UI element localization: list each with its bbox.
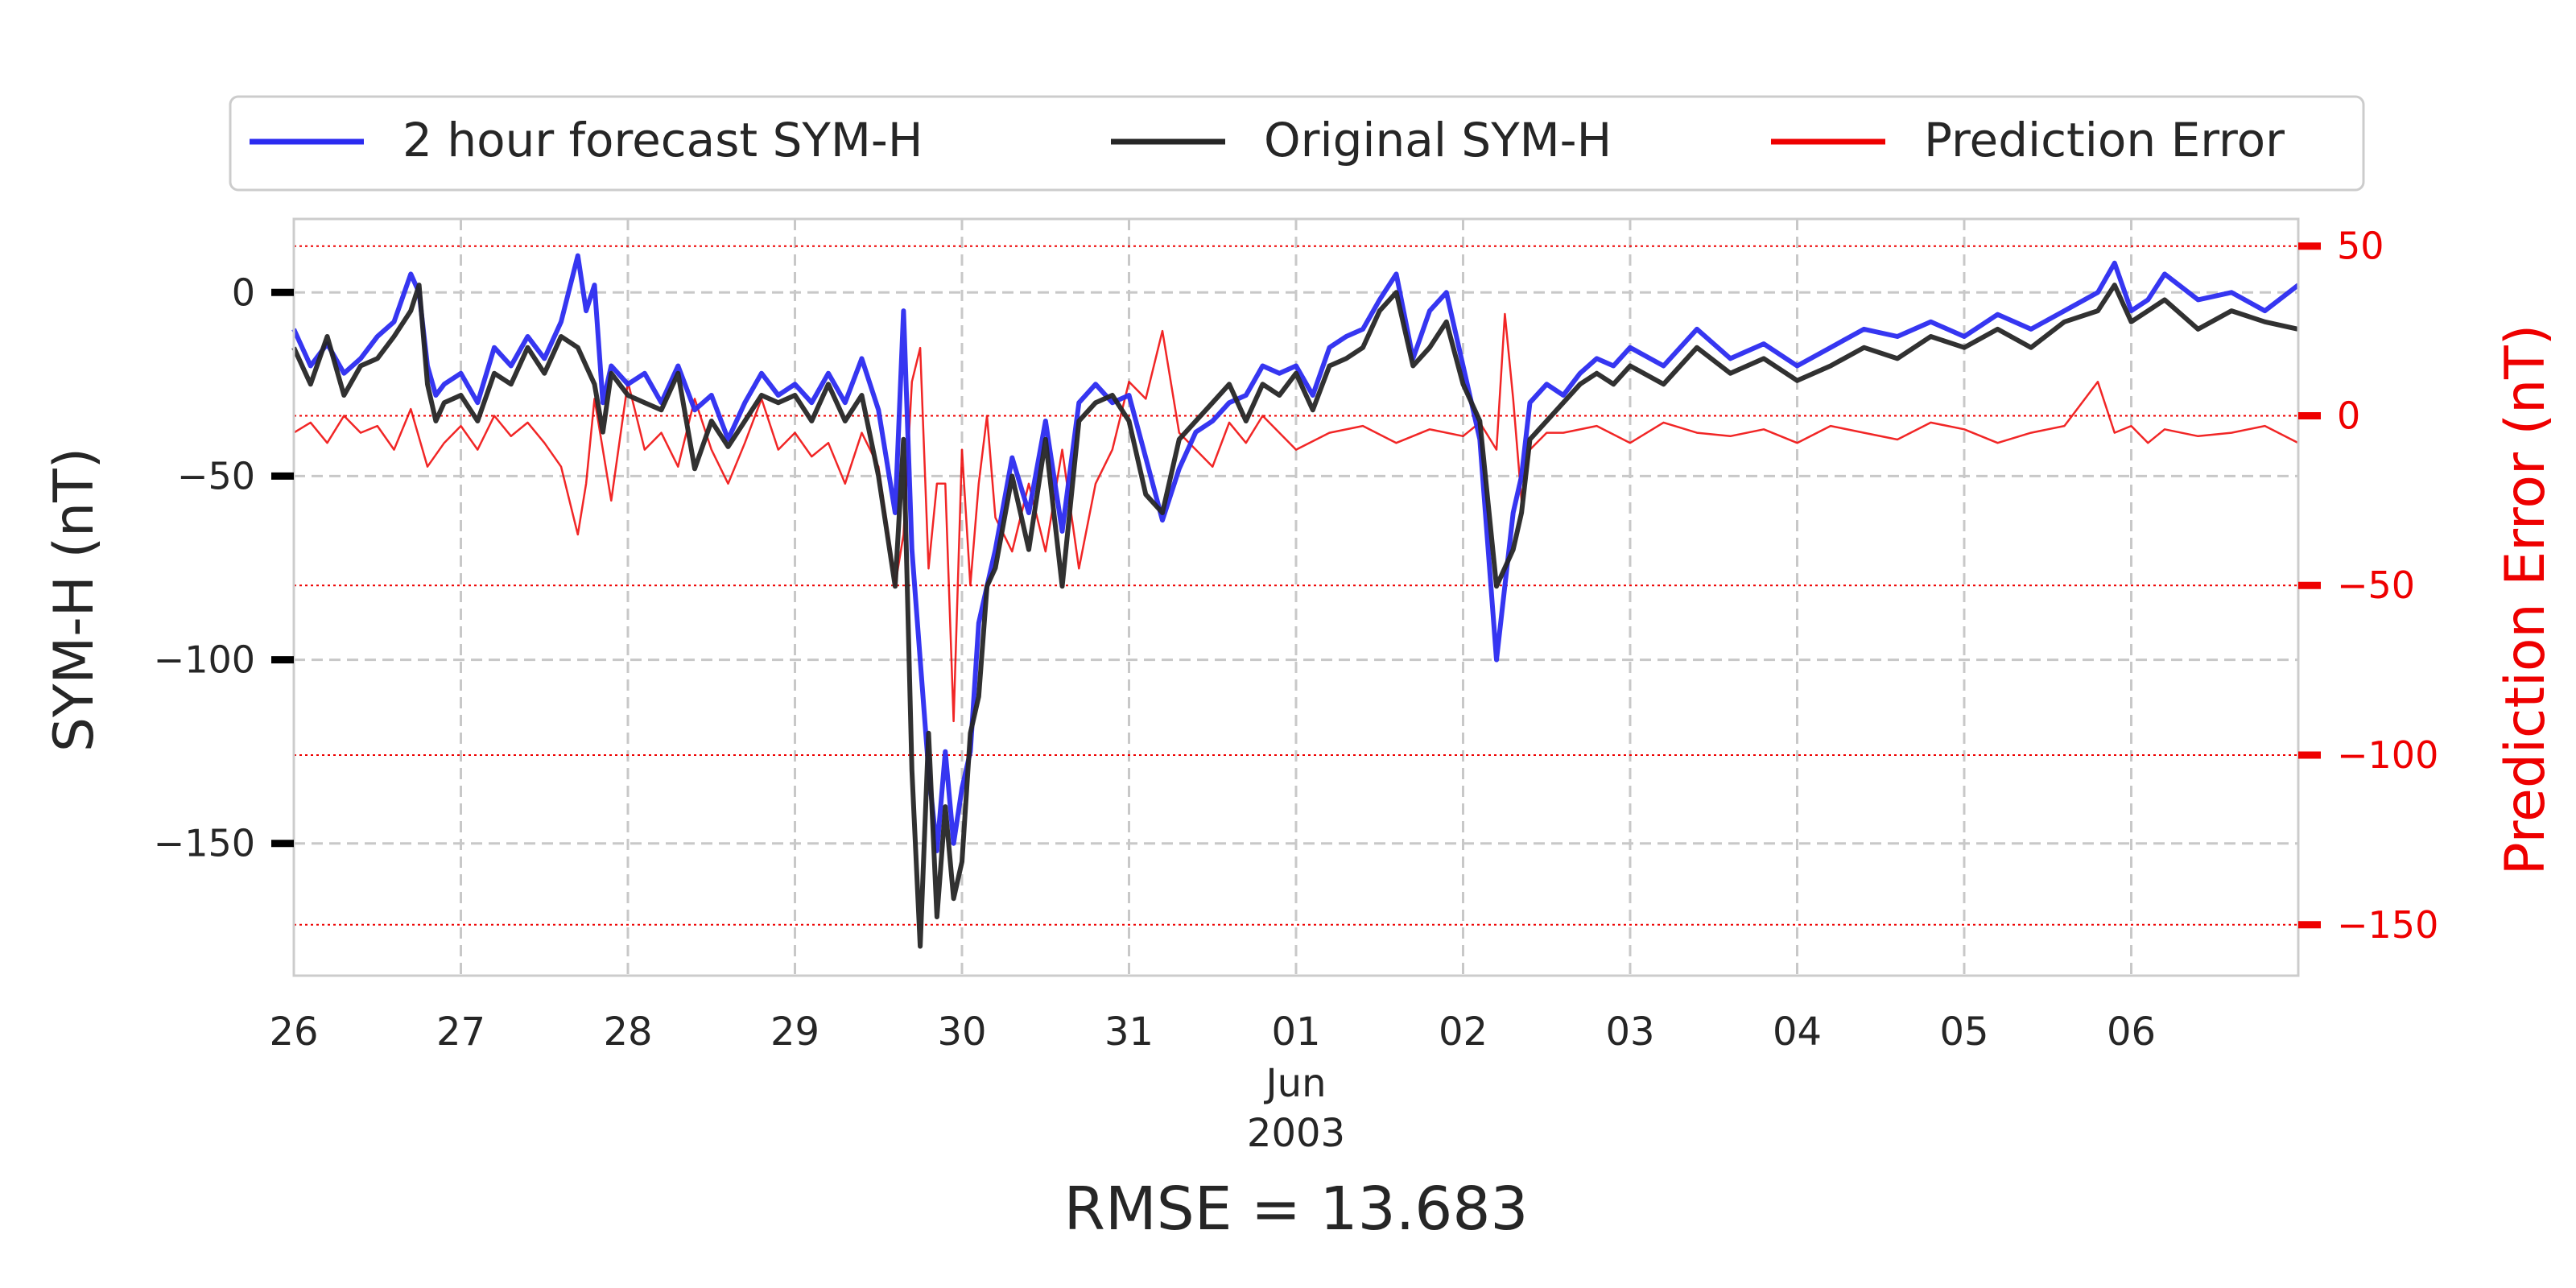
x-tick-label: 30 (937, 1009, 986, 1055)
x-axis: 26 27 28 29 30 31 01 02 03 04 05 06 (269, 1009, 2156, 1055)
y-right-tick-label: −150 (2337, 903, 2438, 947)
series-forecast-line (291, 253, 2300, 853)
y-right-tick-label: −50 (2337, 564, 2415, 607)
x-tick-label: 03 (1605, 1009, 1654, 1055)
rmse-annotation: RMSE = 13.683 (1064, 1174, 1529, 1244)
x-axis-month-label: Jun (1264, 1061, 1327, 1106)
series-error-line (293, 312, 2299, 723)
series-layer (291, 253, 2300, 949)
grid (294, 219, 2298, 976)
x-tick-label: 28 (603, 1009, 652, 1055)
legend: 2 hour forecast SYM-H Original SYM-H Pre… (229, 95, 2365, 192)
x-tick-label: 27 (436, 1009, 485, 1055)
legend-label-forecast: 2 hour forecast SYM-H (402, 113, 923, 167)
legend-label-error: Prediction Error (1924, 113, 2285, 167)
right-axis: 50 0 −50 −100 −150 (2298, 225, 2438, 947)
y-left-tick-label: 0 (232, 270, 255, 314)
series-original-line (291, 283, 2299, 949)
legend-entry-forecast: 2 hour forecast SYM-H (250, 113, 923, 167)
x-tick-label: 29 (770, 1009, 819, 1055)
x-tick-label: 05 (1939, 1009, 1988, 1055)
x-tick-label: 26 (269, 1009, 318, 1055)
x-axis-year-label: 2003 (1247, 1111, 1345, 1156)
y-left-tick-label: −100 (154, 638, 255, 682)
legend-label-original: Original SYM-H (1264, 113, 1612, 167)
y-left-tick-label: −150 (154, 822, 255, 865)
y-right-tick-label: −100 (2337, 733, 2438, 777)
x-tick-label: 31 (1104, 1009, 1154, 1055)
y-right-tick-label: 50 (2337, 225, 2384, 268)
left-axis-title: SYM-H (nT) (43, 448, 106, 752)
legend-entry-error: Prediction Error (1771, 113, 2285, 167)
x-tick-label: 02 (1439, 1009, 1488, 1055)
legend-frame (229, 95, 2365, 192)
y-right-tick-label: 0 (2337, 394, 2360, 437)
plot-frame (292, 217, 2300, 977)
left-axis: 0 −50 −100 −150 (154, 270, 294, 865)
y-left-tick-label: −50 (177, 454, 255, 497)
x-tick-label: 04 (1773, 1009, 1822, 1055)
legend-entry-original: Original SYM-H (1111, 113, 1612, 167)
x-tick-label: 06 (2107, 1009, 2156, 1055)
right-axis-title: Prediction Error (nT) (2494, 324, 2557, 875)
x-tick-label: 01 (1271, 1009, 1320, 1055)
